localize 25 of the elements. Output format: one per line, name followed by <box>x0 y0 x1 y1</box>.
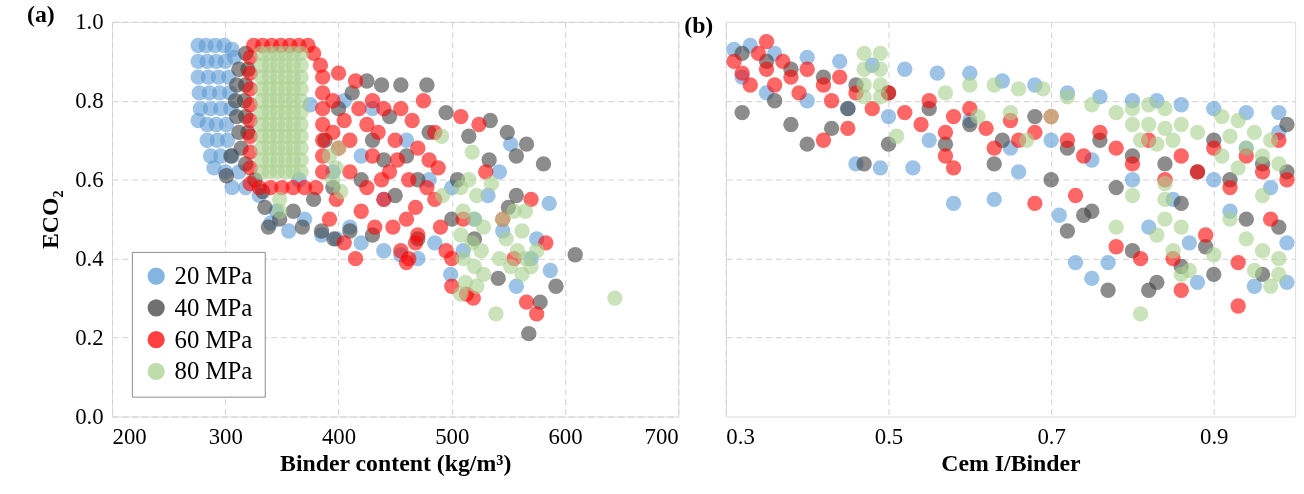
legend-label: 40 MPa <box>174 293 253 321</box>
y-tick-label: 0.6 <box>75 167 104 193</box>
chart-title: (a) <box>27 0 55 27</box>
y-tick-label: 0.0 <box>75 403 104 429</box>
x-tick-label: 200 <box>112 423 147 449</box>
x-tick-label: 0.5 <box>874 423 904 449</box>
chart-title: (b) <box>684 11 714 38</box>
y-tick-label: 0.8 <box>75 88 104 114</box>
x-tick-label: 300 <box>208 423 243 449</box>
legend-label: 20 MPa <box>174 262 253 290</box>
y-tick-label: 0.2 <box>75 325 104 351</box>
x-tick-label: 500 <box>435 423 470 449</box>
x-axis-title: Binder content (kg/m³) <box>280 449 512 476</box>
x-axis-title: Cem I/Binder <box>941 449 1082 476</box>
legend-label: 60 MPa <box>174 325 253 353</box>
x-tick-label: 0.3 <box>726 423 755 449</box>
y-tick-label: 1.0 <box>75 9 104 35</box>
x-tick-label: 0.7 <box>1037 423 1066 449</box>
x-tick-label: 0.9 <box>1200 423 1229 449</box>
legend-label: 80 MPa <box>174 357 253 385</box>
x-tick-label: 600 <box>548 423 583 449</box>
y-axis-title: ECO₂ <box>37 190 64 250</box>
x-tick-label: 700 <box>644 423 679 449</box>
y-tick-label: 0.4 <box>75 246 105 272</box>
x-tick-label: 400 <box>321 423 357 449</box>
